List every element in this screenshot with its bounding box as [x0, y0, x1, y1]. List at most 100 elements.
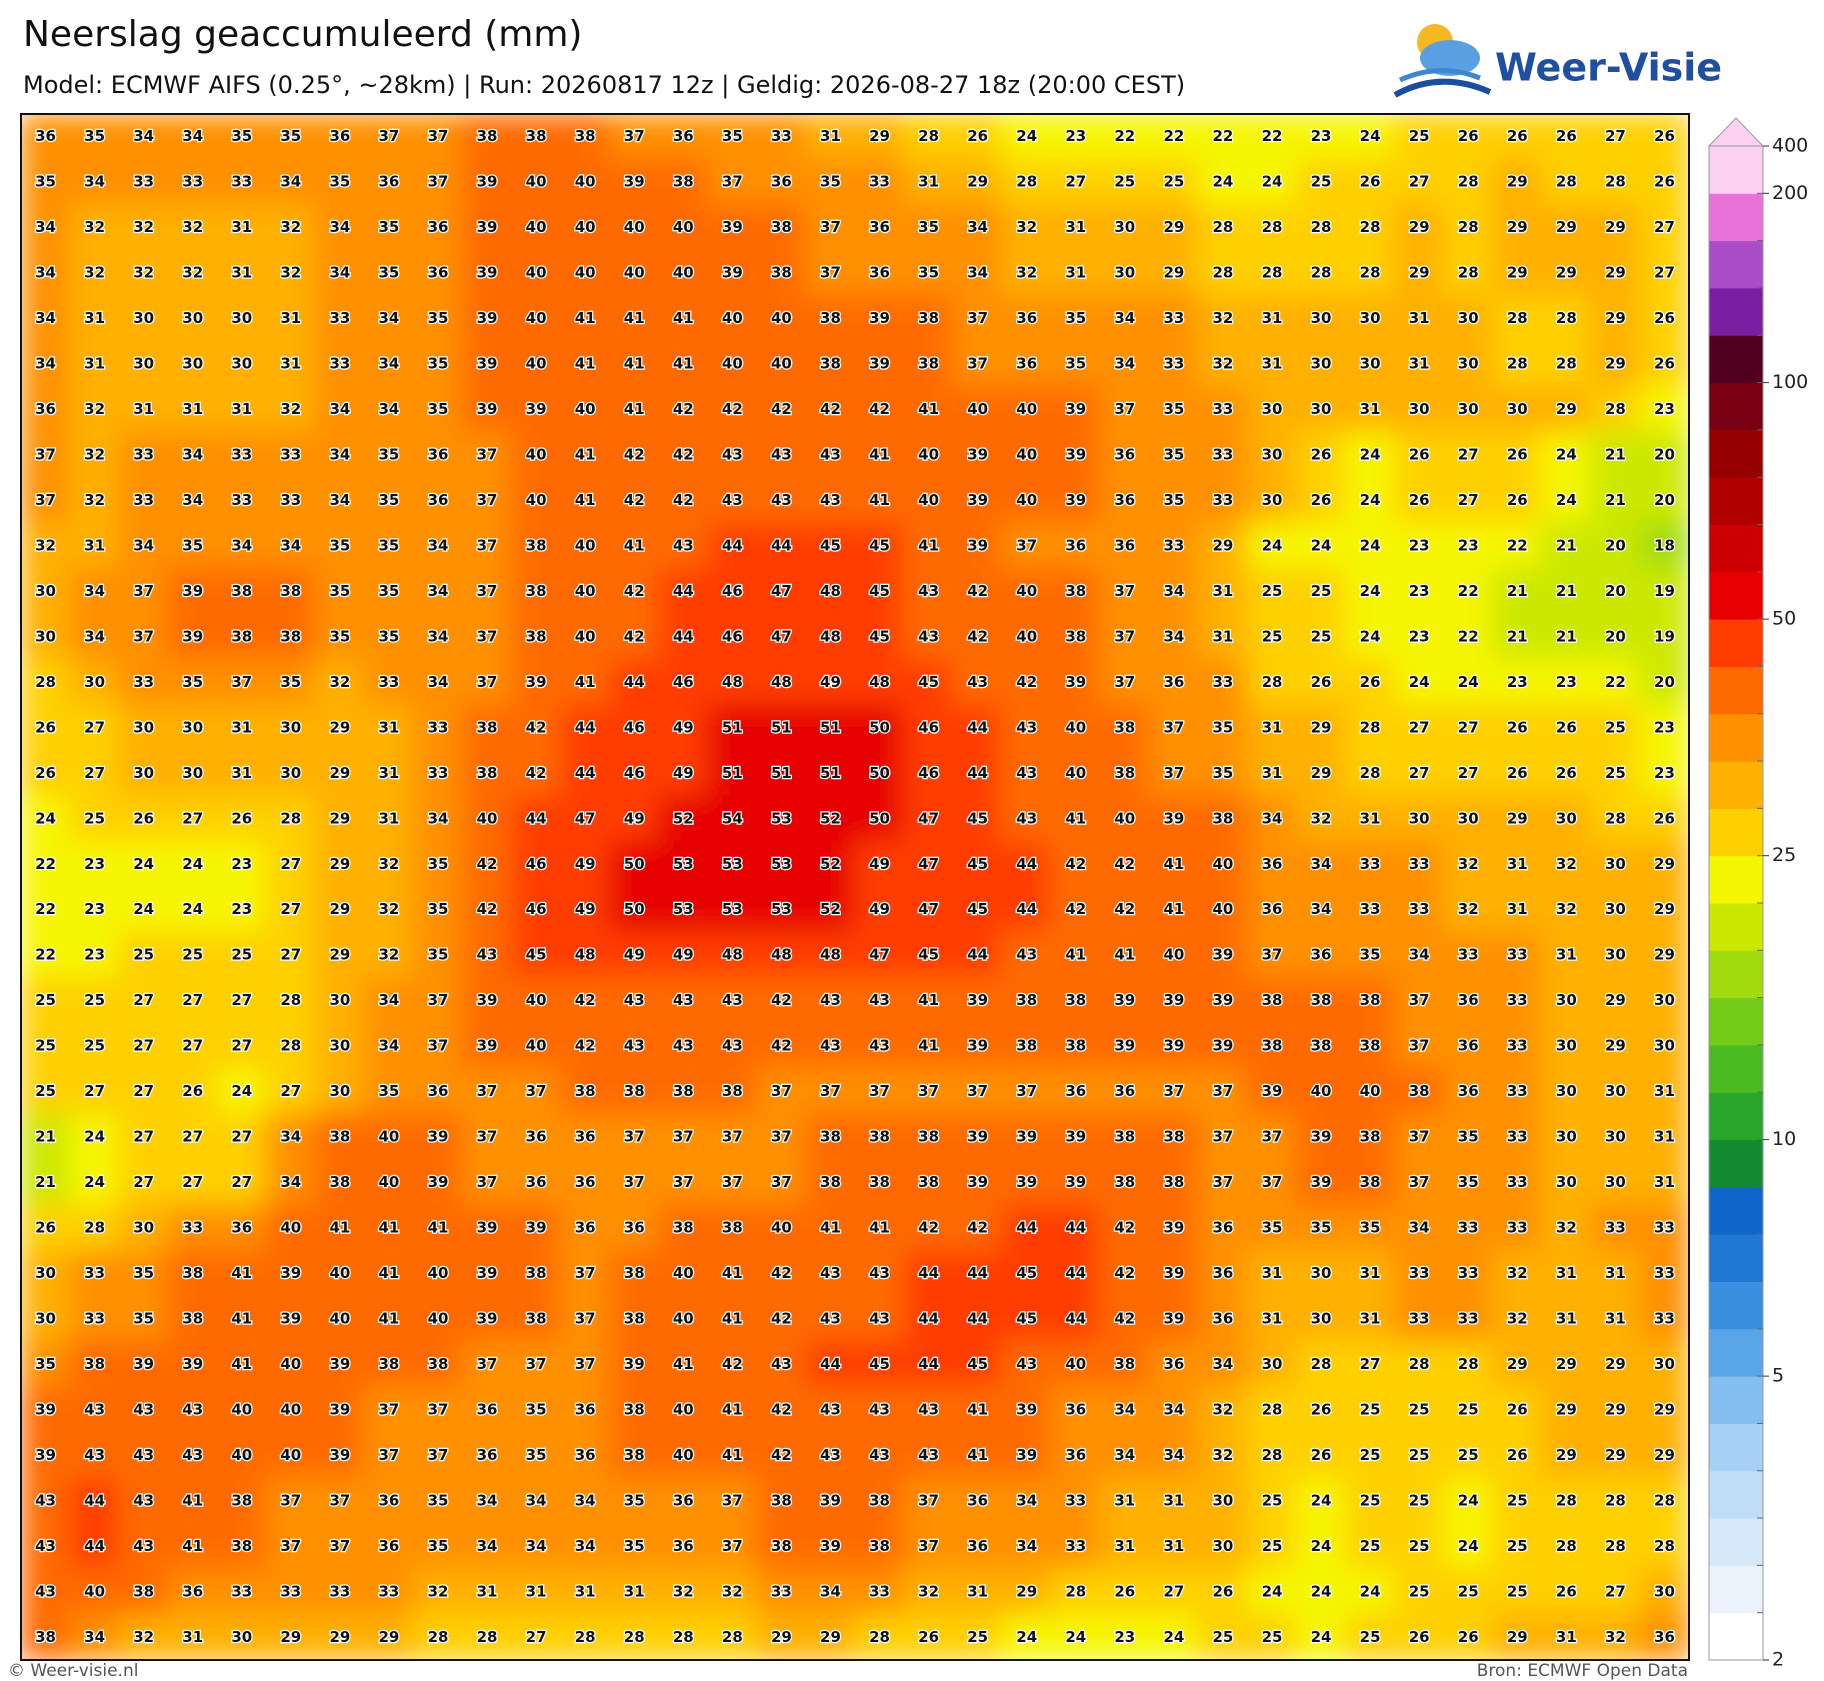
cell	[412, 1249, 464, 1298]
cell	[608, 1431, 660, 1480]
cell	[755, 613, 807, 661]
value-label: 24	[1556, 446, 1577, 464]
cell	[265, 658, 317, 707]
value-label: 38	[477, 127, 498, 145]
value-label: 31	[1262, 1264, 1283, 1282]
cell	[1491, 840, 1543, 888]
cell	[216, 704, 268, 752]
value-label: 25	[1360, 1446, 1381, 1464]
value-label: 53	[673, 855, 694, 873]
value-label: 29	[1605, 355, 1626, 373]
value-label: 39	[477, 400, 498, 418]
value-label: 25	[1311, 173, 1332, 191]
value-label: 30	[1605, 1173, 1626, 1191]
value-label: 27	[231, 1128, 252, 1146]
cell	[265, 294, 317, 343]
colorbar-segment	[1709, 997, 1763, 1046]
cell	[314, 1067, 366, 1116]
cell	[559, 1204, 611, 1252]
value-label: 31	[1654, 1128, 1675, 1146]
cell	[1295, 749, 1347, 798]
value-label: 36	[1213, 1309, 1234, 1327]
cell	[1393, 749, 1445, 798]
cell	[1442, 976, 1494, 1025]
cell	[1344, 1340, 1396, 1389]
cell	[510, 931, 562, 979]
value-label: 39	[526, 400, 547, 418]
cell	[1540, 1386, 1592, 1434]
value-label: 24	[1360, 536, 1381, 554]
cell	[559, 522, 611, 570]
value-label: 43	[84, 1446, 105, 1464]
value-label: 37	[1016, 1082, 1037, 1100]
value-label: 29	[329, 946, 350, 964]
value-label: 33	[1458, 1219, 1479, 1237]
value-label: 31	[1262, 764, 1283, 782]
cell	[363, 1295, 415, 1343]
value-label: 40	[526, 1037, 547, 1055]
value-label: 27	[182, 991, 203, 1009]
value-label: 40	[575, 582, 596, 600]
value-label: 45	[869, 582, 890, 600]
value-label: 36	[379, 1491, 400, 1509]
value-label: 36	[329, 127, 350, 145]
value-label: 37	[1114, 627, 1135, 645]
cell	[1638, 114, 1689, 161]
cell	[216, 658, 268, 707]
value-label: 34	[379, 309, 400, 327]
cell	[363, 840, 415, 888]
cell	[1344, 476, 1396, 525]
value-label: 35	[133, 1264, 154, 1282]
cell	[1295, 658, 1347, 707]
value-label: 42	[673, 491, 694, 509]
cell	[1197, 658, 1249, 707]
value-label: 31	[1163, 1491, 1184, 1509]
value-label: 28	[575, 1628, 596, 1646]
cell	[1638, 431, 1689, 479]
cell	[216, 613, 268, 661]
value-label: 30	[1458, 309, 1479, 327]
cell	[608, 522, 660, 570]
cell	[265, 431, 317, 479]
cell	[1638, 294, 1689, 343]
value-label: 35	[329, 627, 350, 645]
value-label: 42	[771, 991, 792, 1009]
value-label: 37	[428, 127, 449, 145]
value-label: 38	[820, 1128, 841, 1146]
value-label: 39	[477, 264, 498, 282]
value-label: 31	[918, 173, 939, 191]
value-label: 37	[1262, 1128, 1283, 1146]
value-label: 32	[1556, 900, 1577, 918]
cell	[412, 749, 464, 798]
cell	[559, 294, 611, 343]
value-label: 34	[1311, 900, 1332, 918]
value-label: 38	[869, 1491, 890, 1509]
cell	[412, 1158, 464, 1207]
value-label: 37	[967, 309, 988, 327]
value-label: 37	[1262, 946, 1283, 964]
cell	[608, 931, 660, 979]
cell	[1197, 1386, 1249, 1434]
value-label: 26	[1556, 718, 1577, 736]
value-label: 28	[1311, 264, 1332, 282]
value-label: 39	[477, 1264, 498, 1282]
value-label: 37	[722, 1128, 743, 1146]
cell	[510, 1340, 562, 1389]
value-label: 30	[133, 718, 154, 736]
value-label: 31	[1360, 1309, 1381, 1327]
cell	[1197, 158, 1249, 206]
cell	[216, 931, 268, 979]
colorbar-segment	[1709, 287, 1763, 336]
value-label: 39	[477, 1037, 498, 1055]
value-label: 36	[1262, 855, 1283, 873]
value-label: 24	[182, 855, 203, 873]
value-label: 34	[1163, 1400, 1184, 1418]
cell	[706, 385, 758, 434]
cell	[21, 249, 72, 297]
cell	[1050, 1431, 1102, 1480]
cell	[314, 1204, 366, 1252]
value-label: 39	[1065, 400, 1086, 418]
value-label: 42	[1114, 1264, 1135, 1282]
cell	[706, 976, 758, 1025]
value-label: 41	[231, 1355, 252, 1373]
